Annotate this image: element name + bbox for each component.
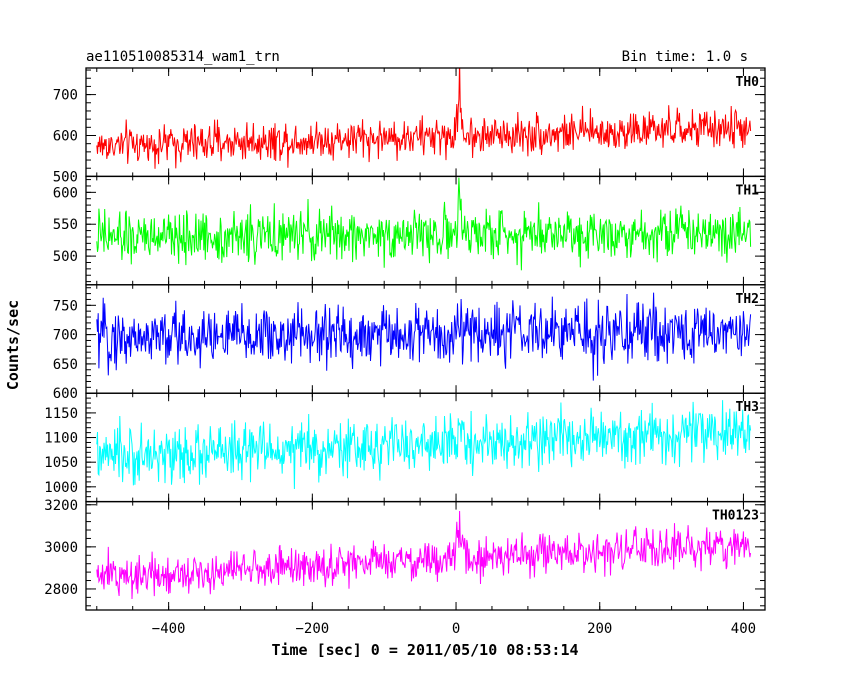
- y-tick-label: 650: [53, 357, 78, 373]
- y-tick-label: 600: [53, 185, 78, 201]
- series-th1-line: [96, 177, 752, 271]
- y-tick-label: 700: [53, 328, 78, 344]
- y-axis-label: Counts/sec: [4, 300, 22, 390]
- y-tick-label: 3200: [44, 498, 78, 514]
- series-th2-line: [96, 292, 752, 381]
- y-tick-label: 750: [53, 298, 78, 314]
- y-tick-label: 3000: [44, 540, 78, 556]
- panel-label-th1: TH1: [736, 183, 760, 198]
- x-axis-label: Time [sec] 0 = 2011/05/10 08:53:14: [271, 641, 578, 659]
- panel-th3: 1000 1050 1100 1150 TH3: [44, 392, 766, 503]
- panel-th0123: 2800 3000 3200 TH0123: [44, 498, 766, 611]
- panel-th2: 600 650 700 750 TH2: [53, 284, 766, 402]
- y-tick-label: 500: [53, 249, 78, 265]
- panel-label-th0123: TH0123: [712, 509, 759, 524]
- panel-label-th0: TH0: [736, 75, 760, 90]
- panel-th0: 500 600 700 TH0: [53, 67, 766, 185]
- figure-title: ae110510085314_wam1_trn: [86, 49, 280, 65]
- x-tick-label: −200: [295, 621, 329, 637]
- panel-label-th2: TH2: [736, 292, 759, 307]
- x-tick-label: −400: [152, 621, 186, 637]
- x-axis: −400 −200 0 200 400: [152, 621, 756, 637]
- series-th0-line: [96, 68, 752, 169]
- bin-time-label: Bin time: 1.0 s: [622, 49, 748, 65]
- y-tick-label: 1050: [44, 455, 78, 471]
- y-tick-label: 1000: [44, 480, 78, 496]
- x-tick-label: 200: [587, 621, 612, 637]
- series-th0123-line: [96, 510, 752, 600]
- panel-th1: 500 550 600 TH1: [53, 175, 766, 286]
- panel-label-th3: TH3: [736, 400, 759, 415]
- series-th3-line: [96, 400, 752, 490]
- y-tick-label: 1100: [44, 431, 78, 447]
- y-tick-label: 550: [53, 217, 78, 233]
- panel-frame: [85, 67, 766, 178]
- panel-frame: [85, 500, 766, 611]
- x-tick-label: 0: [452, 621, 460, 637]
- y-tick-label: 2800: [44, 582, 78, 598]
- y-tick-label: 1150: [44, 406, 78, 422]
- y-tick-label: 700: [53, 88, 78, 104]
- y-tick-label: 600: [53, 386, 78, 402]
- x-tick-label: 400: [731, 621, 756, 637]
- y-tick-label: 600: [53, 128, 78, 144]
- y-tick-label: 500: [53, 169, 78, 185]
